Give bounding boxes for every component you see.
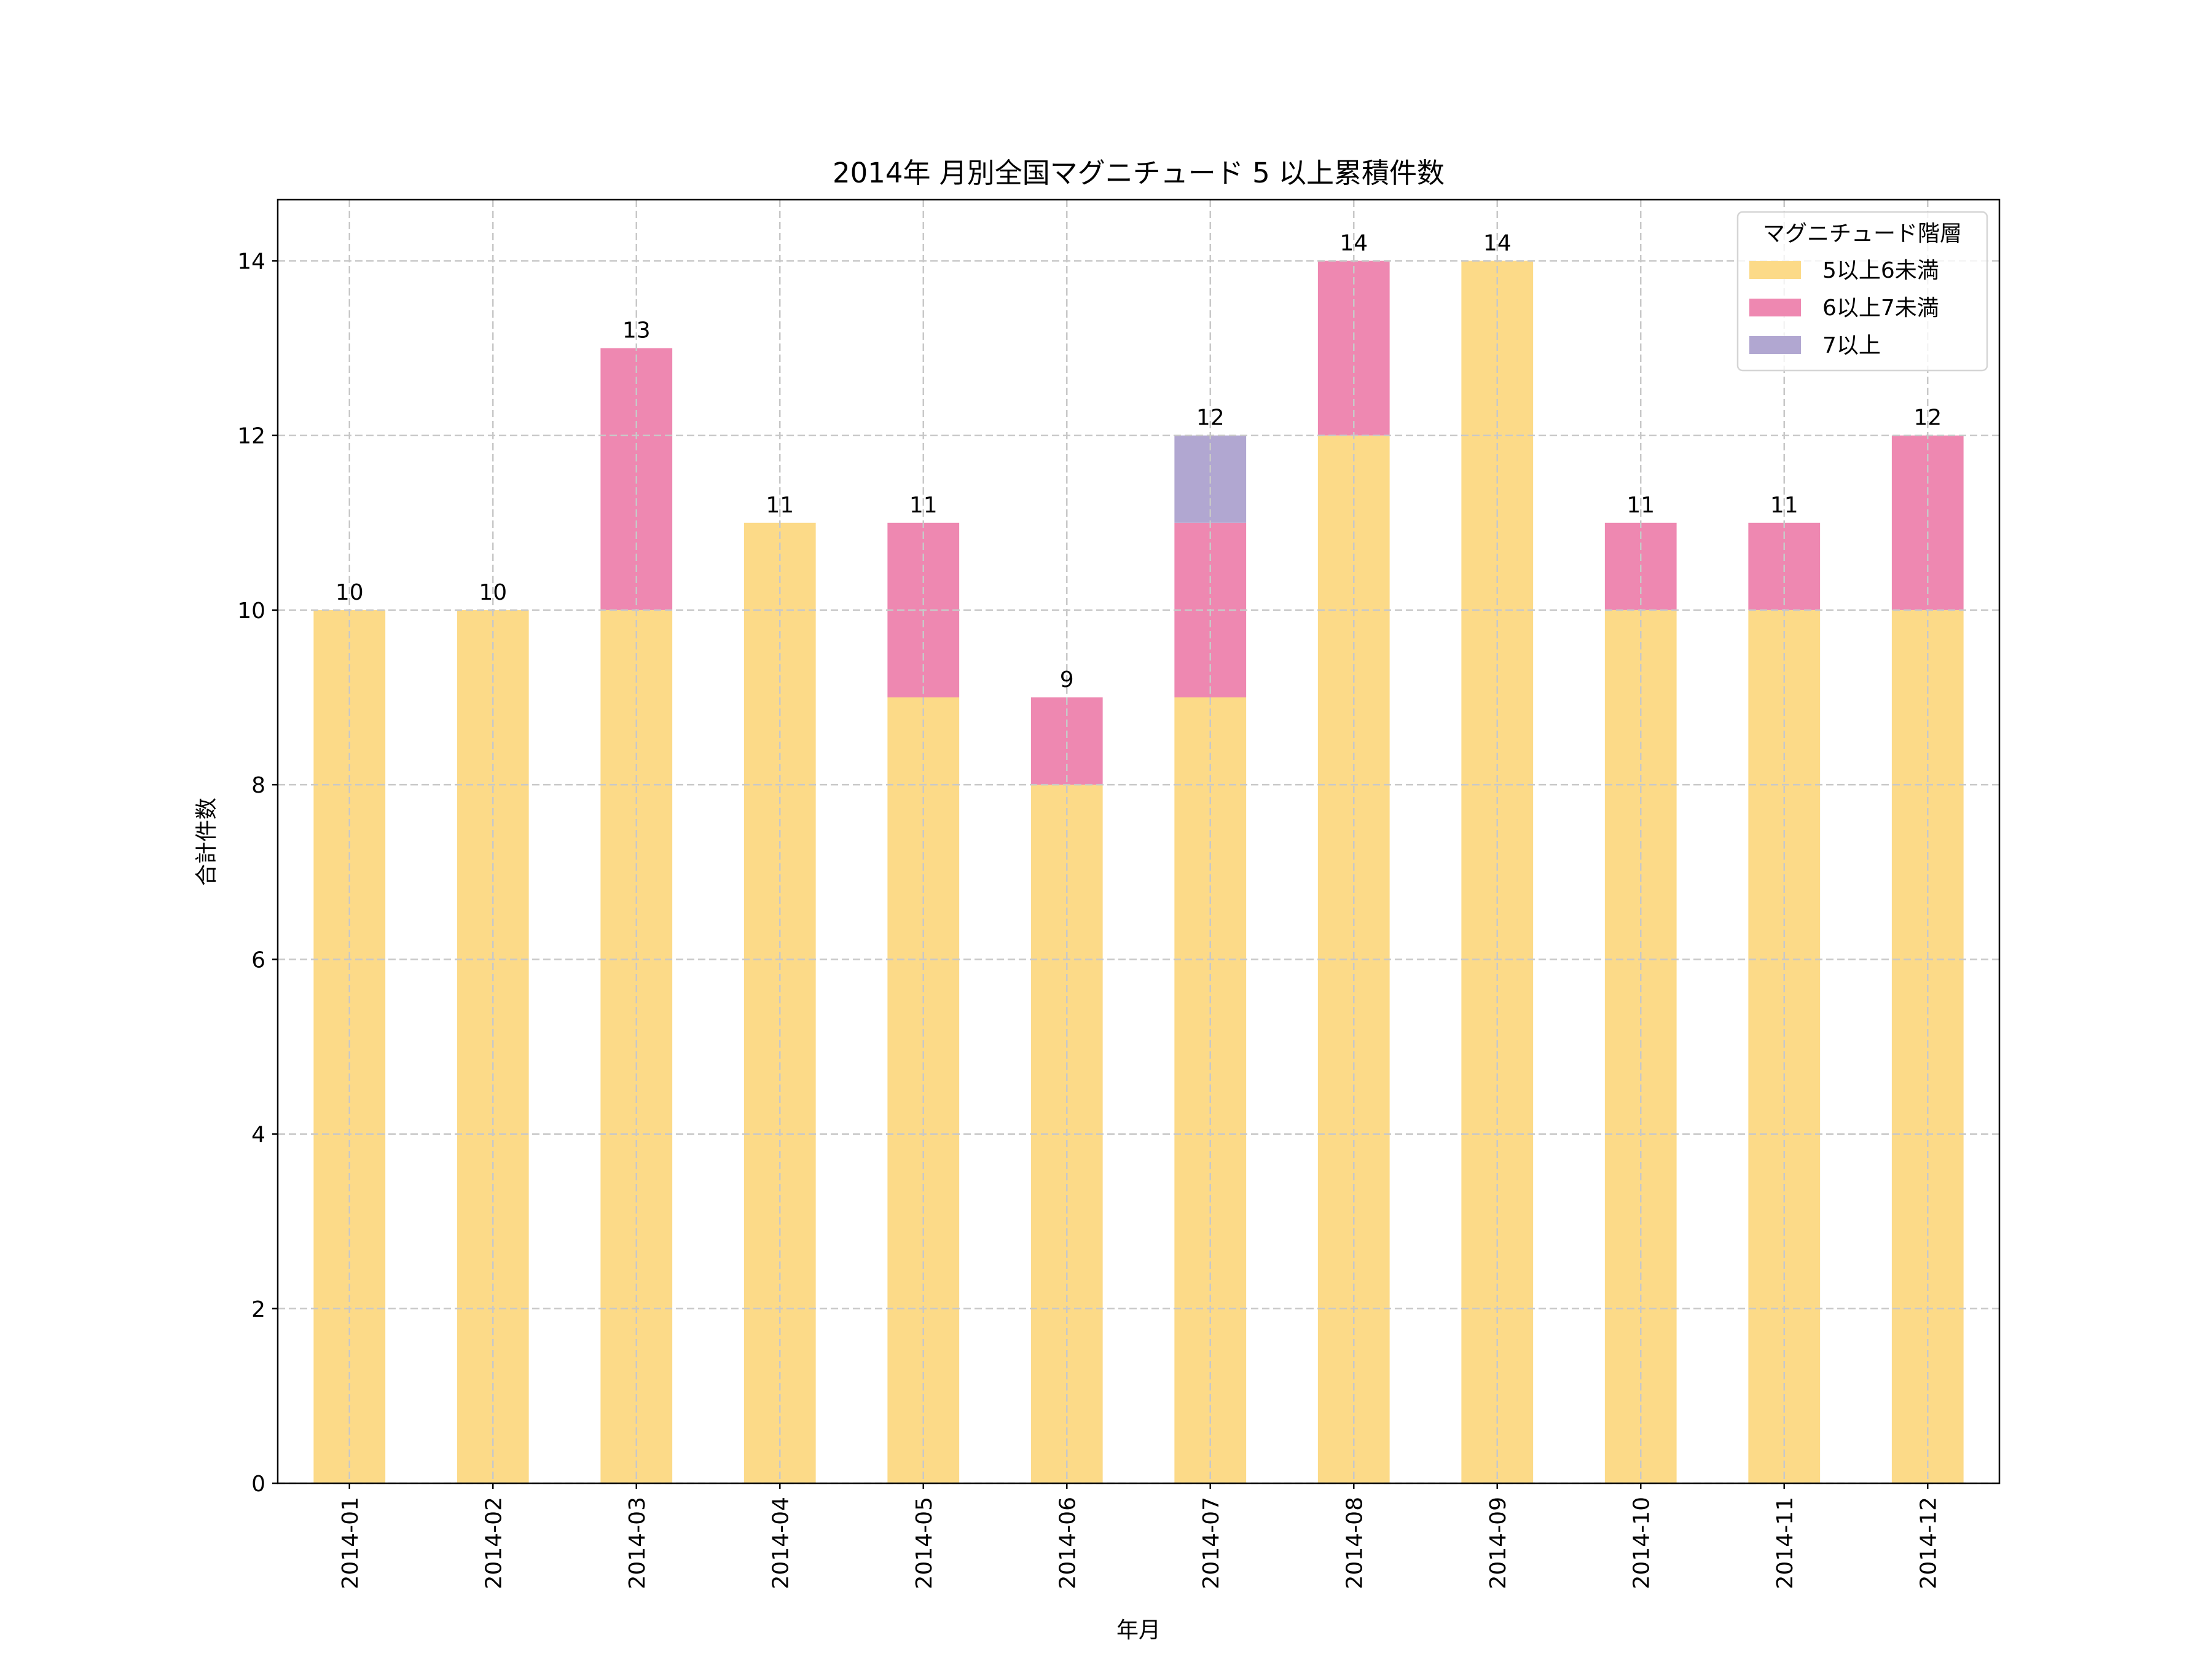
y-tick-label: 6 xyxy=(251,947,265,973)
x-tick-label: 2014-08 xyxy=(1342,1497,1367,1589)
legend-swatch xyxy=(1749,336,1801,354)
x-axis-label: 年月 xyxy=(1116,1618,1161,1643)
legend-entry: 6以上7未満 xyxy=(1822,296,1939,321)
y-tick-label: 10 xyxy=(237,598,265,624)
legend-swatch xyxy=(1749,299,1801,316)
x-tick-label: 2014-03 xyxy=(625,1497,650,1589)
y-tick-label: 8 xyxy=(251,773,265,798)
y-axis-label: 合計件数 xyxy=(194,798,219,886)
legend-swatch xyxy=(1749,261,1801,279)
data-label: 14 xyxy=(1483,230,1512,256)
data-label: 13 xyxy=(622,318,651,343)
x-tick-label: 2014-01 xyxy=(338,1497,363,1589)
y-tick-label: 12 xyxy=(237,424,265,449)
bars xyxy=(313,261,1964,1483)
legend: マグニチュード階層 5以上6未満 6以上7未満 7以上 xyxy=(1736,211,1988,372)
data-label: 14 xyxy=(1339,230,1368,256)
legend-entry: 5以上6未満 xyxy=(1822,258,1939,283)
x-tick-label: 2014-12 xyxy=(1916,1497,1941,1589)
x-tick-label: 2014-09 xyxy=(1486,1497,1511,1589)
x-tick-label: 2014-07 xyxy=(1199,1497,1224,1589)
y-tick-label: 14 xyxy=(237,249,265,274)
plot-frame xyxy=(276,198,2001,1484)
x-tick-label: 2014-02 xyxy=(481,1497,506,1589)
data-label: 11 xyxy=(1626,493,1655,518)
grid xyxy=(278,200,1999,1484)
x-tick-label: 2014-06 xyxy=(1055,1497,1080,1589)
x-axis: 2014-01 2014-02 2014-03 2014-04 2014-05 2014-… xyxy=(338,1483,1941,1589)
data-label: 11 xyxy=(766,493,794,518)
data-label: 9 xyxy=(1060,667,1074,692)
legend-frame xyxy=(1736,211,1988,372)
x-tick-label: 2014-05 xyxy=(912,1497,937,1589)
x-tick-label: 2014-10 xyxy=(1629,1497,1654,1589)
data-label: 12 xyxy=(1913,406,1942,431)
x-tick-label: 2014-04 xyxy=(768,1497,793,1589)
data-label: 11 xyxy=(1770,493,1798,518)
legend-title: マグニチュード階層 xyxy=(1763,221,1962,246)
y-tick-label: 2 xyxy=(251,1297,265,1322)
data-label: 10 xyxy=(479,580,507,605)
data-labels: 10 10 13 11 11 9 12 14 14 11 11 12 xyxy=(335,230,1942,692)
y-axis: 0 2 4 6 8 10 12 14 xyxy=(237,249,278,1497)
legend-entry: 7以上 xyxy=(1822,333,1881,358)
data-label: 10 xyxy=(335,580,364,605)
x-tick-label: 2014-11 xyxy=(1773,1497,1798,1589)
y-tick-label: 4 xyxy=(251,1123,265,1148)
chart-title: 2014年 月別全国マグニチュード 5 以上累積件数 xyxy=(833,157,1445,189)
data-label: 11 xyxy=(909,493,938,518)
data-label: 12 xyxy=(1196,406,1225,431)
y-tick-label: 0 xyxy=(251,1472,265,1497)
